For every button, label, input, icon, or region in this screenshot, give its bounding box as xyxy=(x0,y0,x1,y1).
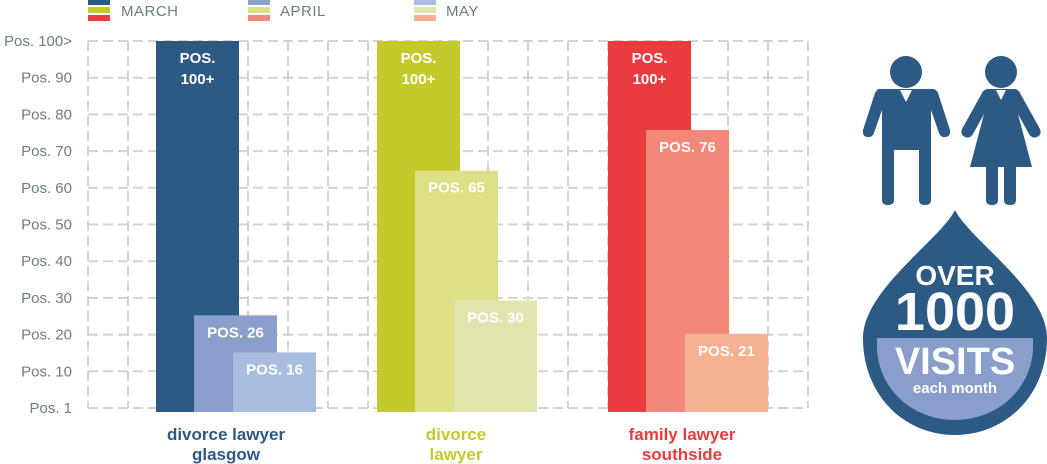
legend-label-april: APRIL xyxy=(280,3,326,20)
category-label-line2: glasgow xyxy=(192,445,261,464)
bars: POS. 100+ POS. 26 POS. 16 POS. 100+ POS. 65 POS… xyxy=(156,41,768,412)
y-tick-label: Pos. 10 xyxy=(21,363,72,380)
y-tick-label: Pos. 30 xyxy=(21,290,72,307)
legend-swatch-april-1 xyxy=(248,0,270,5)
y-tick-label: Pos. 20 xyxy=(21,327,72,344)
bar-value-label: POS. xyxy=(632,50,668,67)
y-tick-label: Pos. 50 xyxy=(21,217,72,234)
visits-infographic: OVER 1000 VISITS each month xyxy=(862,56,1047,435)
y-tick-label: Pos. 40 xyxy=(21,253,72,270)
legend-swatch-march-1 xyxy=(88,0,110,5)
drop-inner-band xyxy=(877,338,1033,420)
y-axis-ticks: Pos. 1 Pos. 10 Pos. 20 Pos. 30 Pos. 40 Pos. 5… xyxy=(4,33,72,417)
info-sub-text: each month xyxy=(913,380,997,397)
bar-value-label: POS. 65 xyxy=(428,180,485,197)
bar-value-label-line2: 100+ xyxy=(181,71,215,88)
bar-value-label: POS. xyxy=(180,50,216,67)
woman-icon xyxy=(961,56,1041,205)
y-tick-label: Pos. 80 xyxy=(21,106,72,123)
y-tick-label: Pos. 60 xyxy=(21,180,72,197)
bar-value-label: POS. xyxy=(401,50,437,67)
y-tick-label: Pos. 90 xyxy=(21,70,72,87)
bar-value-label: POS. 26 xyxy=(207,324,264,341)
bar-value-label: POS. 30 xyxy=(467,309,524,326)
bar-value-label-line2: 100+ xyxy=(402,71,436,88)
legend-label-march: MARCH xyxy=(121,3,179,20)
category-label: family lawyer xyxy=(629,425,736,444)
info-visits-text: VISITS xyxy=(895,341,1015,383)
category-label-line2: southside xyxy=(642,445,722,464)
bar-may xyxy=(685,333,768,412)
info-over-text: OVER xyxy=(915,260,994,291)
legend-swatch-may-1 xyxy=(414,0,436,5)
legend-swatch-april-2 xyxy=(248,7,270,13)
category-label-line2: lawyer xyxy=(430,445,483,464)
legend-swatch-may-2 xyxy=(414,7,436,13)
legend-swatch-march-2 xyxy=(88,7,110,13)
y-tick-label: Pos. 70 xyxy=(21,143,72,160)
info-number-text: 1000 xyxy=(895,282,1015,342)
legend-swatch-april-3 xyxy=(248,15,270,21)
bar-value-label: POS. 16 xyxy=(246,361,303,378)
legend-label-may: MAY xyxy=(446,3,479,20)
category-label: divorce xyxy=(426,425,486,444)
bar-may xyxy=(233,352,316,412)
legend-swatch-may-3 xyxy=(414,15,436,21)
legend-item-may: MAY xyxy=(414,0,479,21)
legend-item-april: APRIL xyxy=(248,0,326,21)
bar-value-label-line2: 100+ xyxy=(633,71,667,88)
bar-may xyxy=(454,300,537,412)
legend: MARCH APRIL MAY xyxy=(88,0,479,21)
legend-swatch-march-3 xyxy=(88,15,110,21)
man-icon xyxy=(862,56,951,205)
y-tick-label: Pos. 1 xyxy=(29,400,72,417)
legend-item-march: MARCH xyxy=(88,0,179,21)
y-tick-label: Pos. 100> xyxy=(4,33,72,50)
bar-value-label: POS. 21 xyxy=(698,343,755,360)
bar-value-label: POS. 76 xyxy=(659,139,716,156)
category-label: divorce lawyer xyxy=(167,425,286,444)
